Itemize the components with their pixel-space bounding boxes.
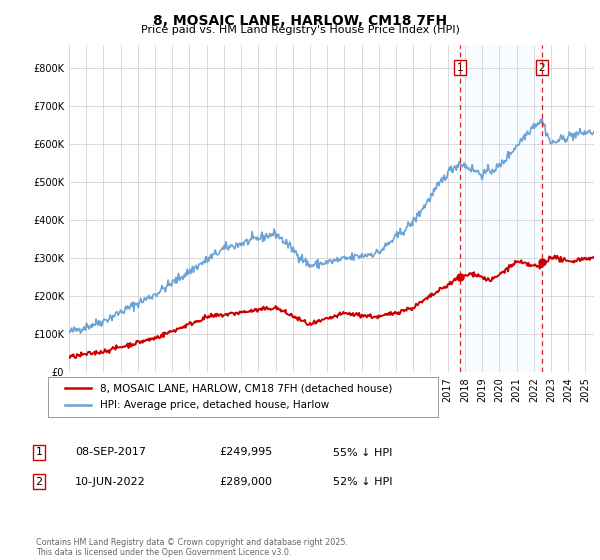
Text: 2: 2 — [35, 477, 43, 487]
Text: £249,995: £249,995 — [219, 447, 272, 458]
Text: 1: 1 — [457, 63, 463, 73]
Text: 55% ↓ HPI: 55% ↓ HPI — [333, 447, 392, 458]
Text: £289,000: £289,000 — [219, 477, 272, 487]
Text: 08-SEP-2017: 08-SEP-2017 — [75, 447, 146, 458]
Bar — [460, 45, 542, 372]
Text: 1: 1 — [35, 447, 43, 458]
Legend: 8, MOSAIC LANE, HARLOW, CM18 7FH (detached house), HPI: Average price, detached : 8, MOSAIC LANE, HARLOW, CM18 7FH (detach… — [61, 380, 396, 414]
Text: 8, MOSAIC LANE, HARLOW, CM18 7FH: 8, MOSAIC LANE, HARLOW, CM18 7FH — [153, 14, 447, 28]
Text: 2: 2 — [538, 63, 545, 73]
Text: Contains HM Land Registry data © Crown copyright and database right 2025.
This d: Contains HM Land Registry data © Crown c… — [36, 538, 348, 557]
Text: Price paid vs. HM Land Registry's House Price Index (HPI): Price paid vs. HM Land Registry's House … — [140, 25, 460, 35]
Text: 10-JUN-2022: 10-JUN-2022 — [75, 477, 146, 487]
Text: 52% ↓ HPI: 52% ↓ HPI — [333, 477, 392, 487]
